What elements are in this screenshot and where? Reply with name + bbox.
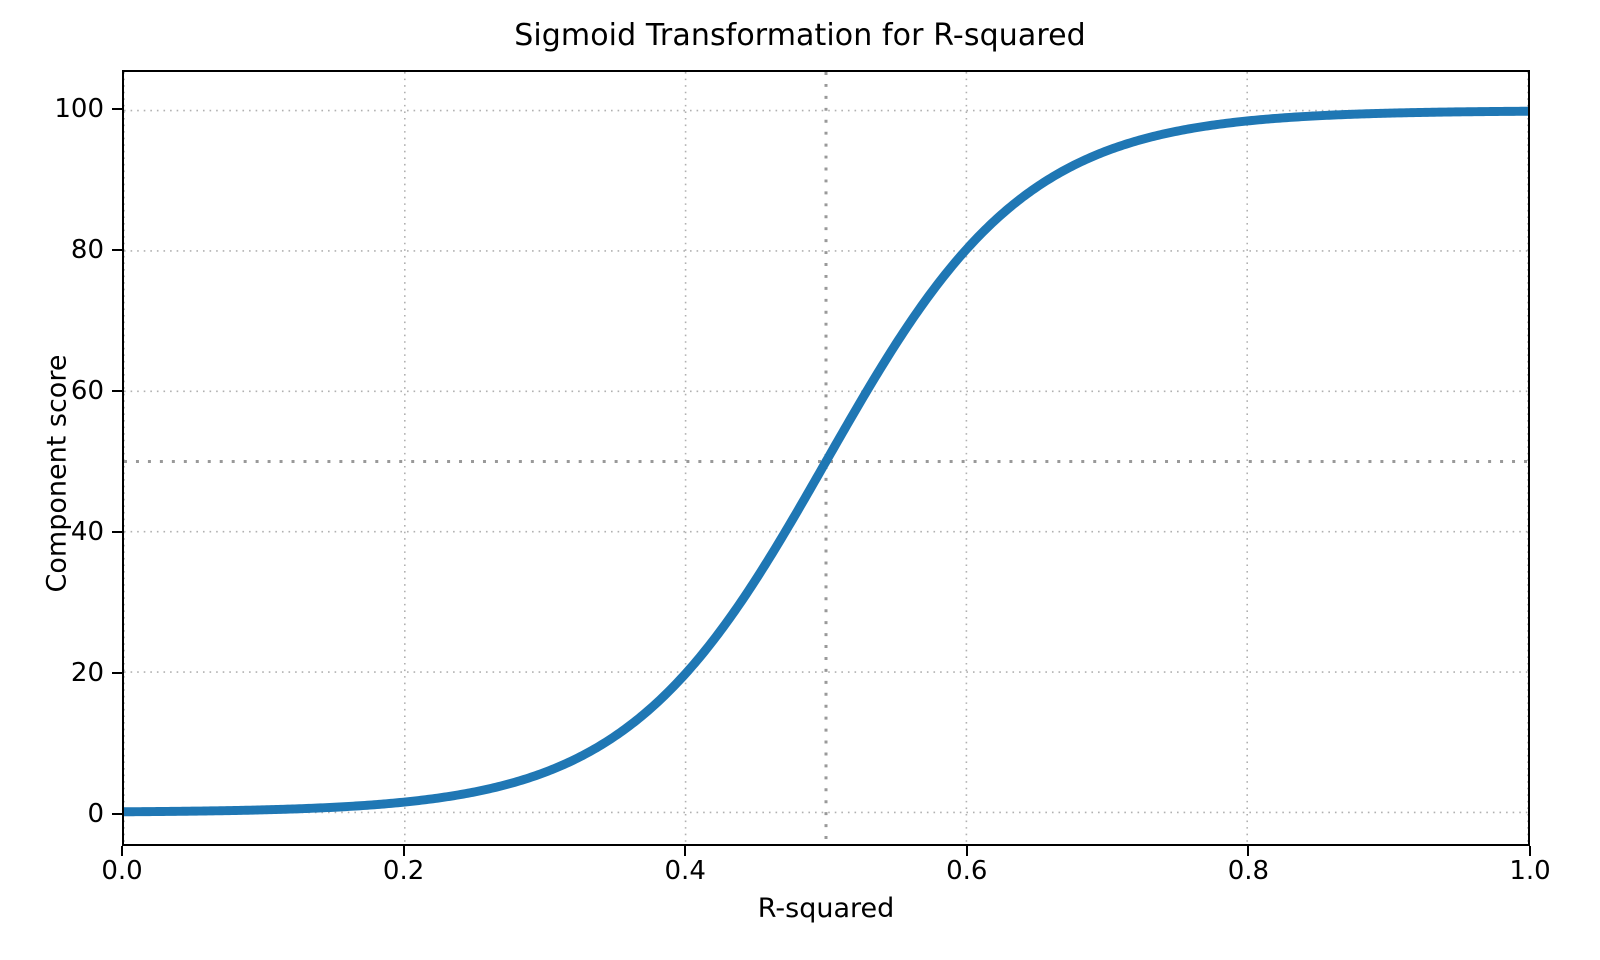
chart-title: Sigmoid Transformation for R-squared (514, 18, 1086, 53)
x-tick-mark (965, 846, 968, 856)
y-axis-label: Component score (41, 354, 73, 593)
y-tick-mark (112, 672, 122, 675)
y-tick-mark (112, 389, 122, 392)
x-tick-mark (1247, 846, 1250, 856)
x-axis-label: R-squared (757, 893, 895, 924)
x-tick-mark (684, 846, 687, 856)
y-tick-mark (112, 813, 122, 816)
x-tick-label: 0.0 (101, 856, 143, 886)
y-tick-label: 80 (70, 234, 104, 265)
x-tick-mark (121, 846, 123, 856)
sigmoid-curve-line (124, 106, 1528, 817)
x-tick-label: 0.8 (1227, 856, 1270, 886)
y-tick-label: 20 (70, 658, 104, 689)
y-tick-label: 100 (54, 93, 104, 124)
plot-area (122, 70, 1530, 846)
x-tick-label: 1.0 (1509, 856, 1551, 886)
y-tick-mark (112, 107, 122, 110)
y-tick-label: 60 (70, 375, 104, 406)
plot-svg (124, 72, 1528, 844)
y-tick-label: 40 (70, 517, 104, 548)
y-tick-mark (112, 531, 122, 534)
x-tick-label: 0.6 (946, 856, 988, 886)
x-tick-label: 0.4 (664, 856, 706, 886)
x-tick-label: 0.2 (382, 856, 425, 886)
x-tick-mark (402, 846, 405, 856)
y-tick-mark (112, 248, 122, 251)
x-tick-mark (1529, 846, 1531, 856)
y-tick-label: 0 (87, 799, 104, 830)
